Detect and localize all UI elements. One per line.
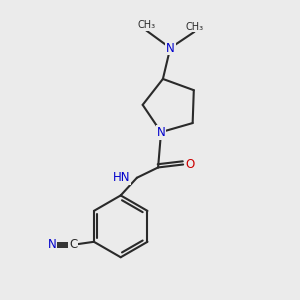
Text: N: N [48,238,56,251]
Text: HN: HN [113,171,130,184]
Text: C: C [69,238,77,251]
Text: CH₃: CH₃ [137,20,155,30]
Text: CH₃: CH₃ [185,22,203,32]
Text: N: N [166,41,175,55]
Text: N: N [157,126,165,139]
Text: O: O [186,158,195,171]
